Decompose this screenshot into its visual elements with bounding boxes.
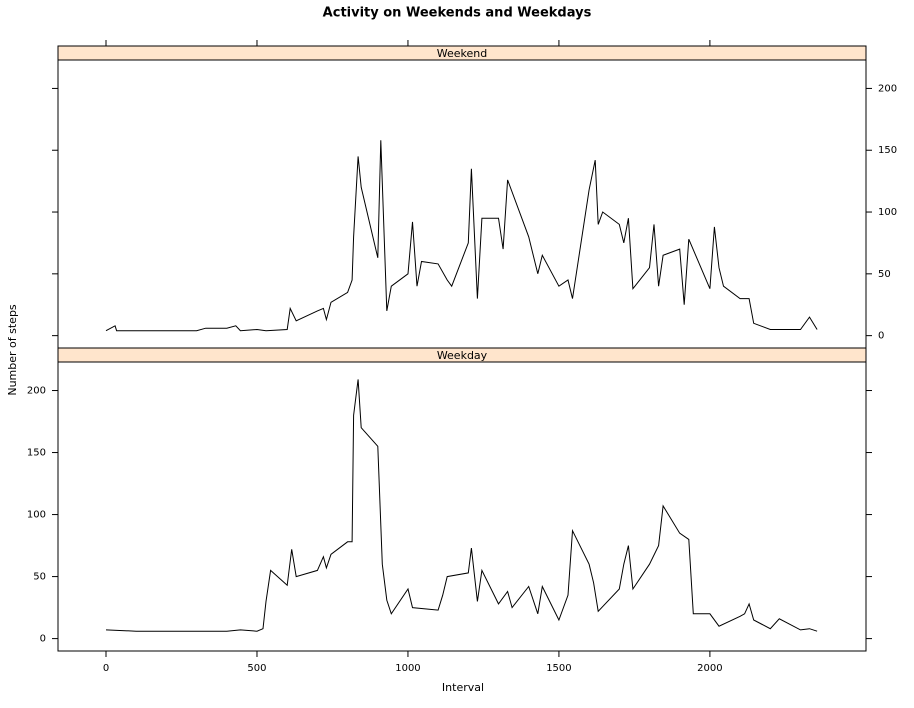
x-tick-label: 0 <box>103 663 109 674</box>
y-tick-label: 50 <box>33 572 46 583</box>
y-tick-label: 150 <box>878 145 897 156</box>
data-line <box>105 140 818 332</box>
strip-label: Weekend <box>437 47 487 60</box>
y-tick-label: 100 <box>878 207 897 218</box>
y-tick-label: 50 <box>878 269 891 280</box>
x-tick-label: 2000 <box>697 663 722 674</box>
y-tick-label: 100 <box>27 510 46 521</box>
x-tick-label: 500 <box>247 663 266 674</box>
panel-border <box>57 361 867 652</box>
y-axis-label: Number of steps <box>6 304 19 396</box>
x-tick-label: 1500 <box>546 663 571 674</box>
data-line <box>105 379 818 632</box>
y-tick-label: 200 <box>27 386 46 397</box>
strip-label: Weekday <box>437 349 488 362</box>
x-axis-label: Interval <box>442 681 484 694</box>
y-tick-label: 0 <box>878 331 884 342</box>
y-tick-label: 200 <box>878 83 897 94</box>
chart-title: Activity on Weekends and Weekdays <box>323 6 592 21</box>
y-tick-label: 0 <box>40 634 46 645</box>
x-tick-label: 1000 <box>395 663 420 674</box>
y-tick-label: 150 <box>27 448 46 459</box>
